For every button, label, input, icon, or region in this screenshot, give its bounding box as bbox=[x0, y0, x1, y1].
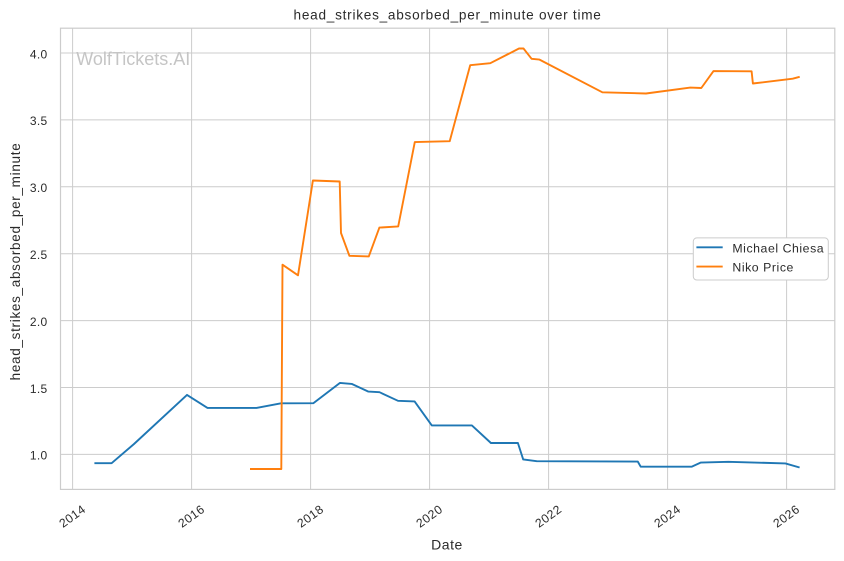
svg-text:head_strikes_absorbed_per_minu: head_strikes_absorbed_per_minute over ti… bbox=[294, 8, 602, 23]
svg-text:1.0: 1.0 bbox=[30, 449, 48, 463]
svg-text:Date: Date bbox=[431, 536, 463, 552]
svg-text:WolfTickets.AI: WolfTickets.AI bbox=[76, 49, 190, 69]
svg-text:head_strikes_absorbed_per_minu: head_strikes_absorbed_per_minute bbox=[8, 143, 23, 381]
svg-text:1.5: 1.5 bbox=[30, 382, 48, 396]
svg-text:2.5: 2.5 bbox=[30, 248, 48, 262]
svg-text:Niko Price: Niko Price bbox=[732, 261, 794, 275]
svg-text:2.0: 2.0 bbox=[30, 315, 48, 329]
svg-text:4.0: 4.0 bbox=[30, 47, 48, 61]
svg-text:3.5: 3.5 bbox=[30, 114, 48, 128]
svg-text:Michael Chiesa: Michael Chiesa bbox=[732, 241, 824, 255]
svg-text:3.0: 3.0 bbox=[30, 181, 48, 195]
